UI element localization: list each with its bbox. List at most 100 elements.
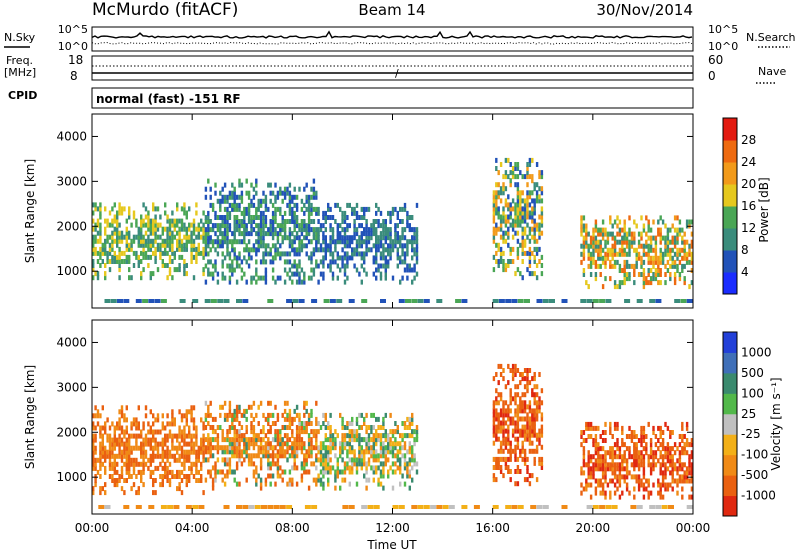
heatmap-cell [348, 449, 351, 455]
heatmap-cell [540, 186, 544, 192]
heatmap-cell [247, 247, 251, 253]
heatmap-cell [502, 448, 505, 454]
heatmap-cell [415, 235, 419, 241]
heatmap-cell [233, 408, 236, 414]
heatmap-cell [235, 408, 239, 414]
heatmap-cell [195, 254, 198, 260]
heatmap-cell [303, 271, 306, 277]
heatmap-cell [399, 235, 402, 241]
heatmap-cell [324, 215, 327, 220]
heatmap-cell [235, 437, 239, 443]
heatmap-cell [389, 429, 392, 435]
heatmap-cell [178, 254, 181, 260]
heatmap-cell [108, 259, 112, 264]
heatmap-cell [142, 218, 145, 224]
heatmap-cell [654, 434, 658, 439]
heatmap-cell [209, 271, 212, 277]
heatmap-cell [582, 446, 586, 452]
heatmap-cell [609, 425, 612, 431]
heatmap-cell [298, 251, 301, 257]
heatmap-cell [613, 450, 617, 456]
heatmap-cell [652, 458, 655, 464]
heatmap-cell [111, 259, 114, 264]
heatmap-cell [528, 246, 532, 252]
heatmap-cell [171, 222, 174, 228]
heatmap-cell [502, 234, 505, 240]
heatmap-cell [142, 453, 145, 459]
heatmap-cell [180, 478, 184, 483]
heatmap-cell [389, 239, 392, 245]
heatmap-cell [295, 449, 299, 455]
heatmap-cell [154, 246, 157, 252]
heatmap-cell [329, 227, 332, 233]
heatmap-cell [118, 437, 121, 443]
heatmap-cell [231, 190, 234, 196]
heatmap-cell [521, 456, 524, 462]
heatmap-cell [252, 437, 256, 443]
heatmap-cell [130, 457, 133, 463]
heatmap-cell [666, 231, 670, 237]
heatmap-cell [250, 412, 253, 418]
heatmap-cell [180, 222, 184, 228]
heatmap-cell [101, 425, 104, 431]
heatmap-cell [226, 416, 229, 422]
heatmap-cell [149, 242, 152, 248]
heatmap-cell [276, 231, 280, 237]
heatmap-cell [142, 465, 145, 471]
heatmap-cell [531, 428, 534, 434]
heatmap-cell [623, 231, 626, 237]
heatmap-cell [235, 445, 239, 451]
heatmap-cell [495, 456, 498, 462]
heatmap-cell [394, 437, 397, 443]
heatmap-cell [252, 469, 256, 475]
heatmap-cell [652, 430, 655, 435]
heatmap-cell [495, 190, 498, 196]
heatmap-cell [334, 477, 337, 483]
heatmap-cell [137, 238, 140, 244]
y-tick-label: 4000 [56, 129, 87, 143]
heatmap-cell [528, 230, 532, 236]
heatmap-cell [661, 438, 665, 443]
heatmap-cell [681, 268, 684, 273]
heatmap-cell [291, 206, 294, 212]
heatmap-cell [235, 259, 239, 265]
heatmap-cell [223, 449, 227, 455]
heatmap-cell [250, 219, 253, 224]
heatmap-cell [118, 206, 121, 212]
heatmap-cell [310, 206, 313, 212]
heatmap-cell [310, 461, 313, 467]
heatmap-cell [329, 299, 336, 303]
heatmap-cell [259, 227, 263, 233]
heatmap-cell [128, 230, 131, 236]
heatmap-cell [245, 206, 248, 212]
heatmap-cell [307, 202, 311, 208]
heatmap-cell [673, 235, 677, 241]
heatmap-cell [604, 458, 607, 464]
heatmap-cell [509, 444, 512, 450]
heatmap-cell [312, 271, 316, 277]
heatmap-cell [264, 219, 268, 224]
heatmap-cell [211, 453, 215, 459]
heatmap-cell [96, 413, 100, 419]
heatmap-cell [507, 465, 510, 470]
heatmap-cell [633, 486, 636, 492]
heatmap-cell [384, 255, 387, 261]
heatmap-cell [365, 465, 368, 471]
heatmap-cell [286, 441, 289, 447]
heatmap-cell [382, 425, 385, 430]
heatmap-cell [135, 250, 138, 256]
heatmap-cell [408, 263, 411, 269]
heatmap-cell [216, 449, 220, 455]
heatmap-cell [415, 433, 419, 439]
heatmap-cell [262, 235, 265, 241]
heatmap-cell [375, 210, 378, 216]
heatmap-cell [144, 238, 148, 244]
heatmap-cell [271, 421, 275, 426]
heatmap-cell [298, 416, 301, 422]
heatmap-cell [415, 461, 419, 467]
heatmap-cell [223, 182, 227, 188]
heatmap-cell [688, 470, 691, 476]
heatmap-cell [228, 457, 232, 463]
heatmap-cell [355, 231, 359, 237]
heatmap-cell [657, 425, 660, 431]
